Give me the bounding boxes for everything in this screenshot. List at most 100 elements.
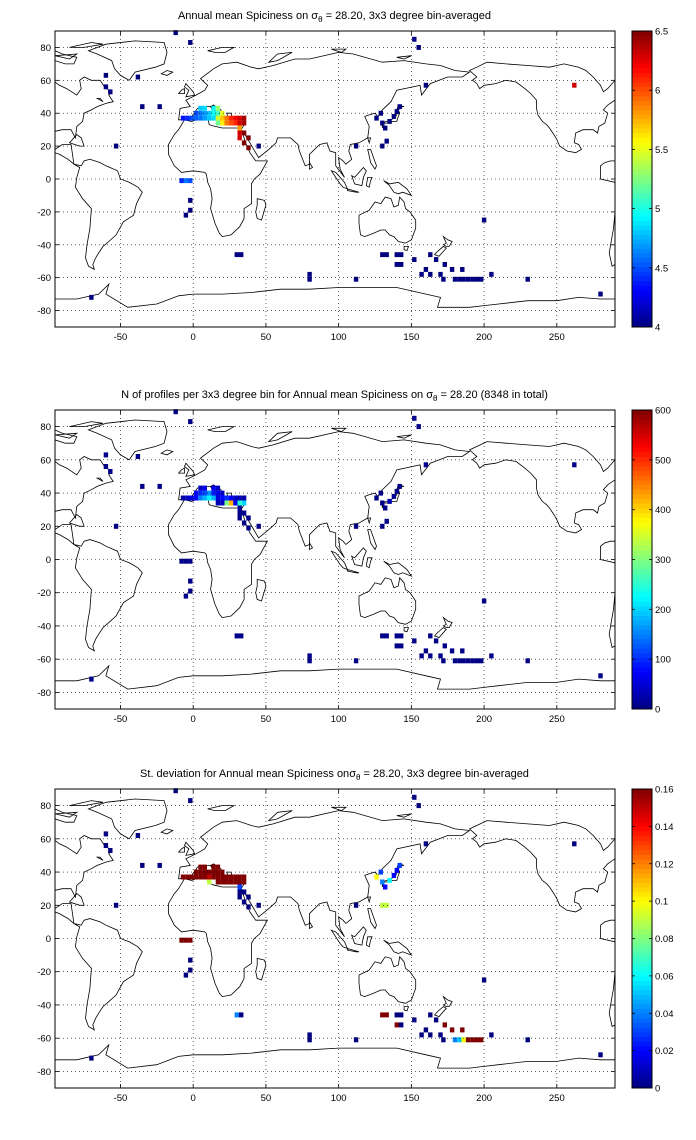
colorbar-tick-label: 300 [655,555,671,566]
colorbar-step [632,606,652,612]
coastline-24 [68,514,85,527]
colorbar-tick-label: 500 [655,455,671,466]
colorbar-step [632,877,652,883]
x-tick-label: 100 [331,332,347,343]
colorbar-step [632,1041,652,1047]
data-cell [479,276,484,282]
colorbar-step [632,980,652,986]
data-cell [179,558,184,564]
coastline-31 [331,806,348,812]
panel-profile-count-title-prefix: N of profiles per 3x3 degree bin for Ann… [121,389,426,401]
coastline-23 [95,856,104,861]
colorbar-step [632,882,652,888]
data-cell [224,495,229,501]
data-cell [246,145,251,151]
colorbar-step [632,494,652,500]
data-cell [307,653,312,659]
colorbar-step [632,169,652,175]
colorbar-step [632,257,652,263]
data-cell [188,197,193,203]
data-cell [391,114,397,119]
data-cell [228,120,234,126]
data-cell [183,593,189,599]
data-cell [525,276,530,282]
y-tick-label: -40 [37,621,51,632]
coastline-5 [442,616,453,628]
data-cell [438,653,443,659]
data-cell [438,1032,443,1038]
data-cell [412,1017,417,1023]
data-cell [215,500,221,506]
data-cell [211,874,216,880]
data-cell [237,130,242,136]
data-cell [489,271,494,277]
colorbar-step [632,704,652,710]
colorbar-step [632,128,652,134]
coastline-11 [383,939,413,956]
data-cell [233,115,238,121]
data-cell [198,105,203,111]
x-tick-label: -50 [114,332,128,343]
colorbar-step [632,559,652,565]
data-cell [384,138,389,144]
data-cell [394,1012,399,1018]
colorbar-step [632,910,652,916]
colorbar-step [632,317,652,323]
data-cell [428,1032,433,1038]
colorbar-step [632,508,652,514]
data-cell [193,869,199,875]
data-cell [391,872,397,878]
data-cell [416,803,421,809]
data-cell [412,638,417,644]
data-cell [239,633,244,639]
x-tick-label: 50 [261,1093,272,1104]
data-cell [399,1012,404,1018]
colorbar-step [632,793,652,799]
panel-std-deviation-title-symbol: σ [349,768,356,780]
colorbar-step [632,86,652,92]
colorbar-tick-label: 100 [655,655,671,666]
coastline-1 [168,876,269,998]
panel-profile-count-colorbar: 0 100 200 300 400 500 600 [631,406,671,716]
data-cell [185,495,190,501]
data-cell [479,658,484,664]
data-cell [246,135,251,141]
data-cell [237,894,242,900]
data-cell [228,879,234,885]
colorbar-tick-label: 0.16 [655,785,674,796]
data-cell [157,862,162,868]
data-cell [256,143,261,149]
colorbar-step [632,438,652,444]
data-cell [193,490,199,496]
data-cell [481,977,487,983]
data-cell [353,276,359,282]
data-cell [183,558,189,564]
y-tick-label: 0 [46,555,51,566]
data-cell [103,464,109,469]
data-cell [460,648,465,654]
data-cell [307,658,312,664]
colorbar-step [632,447,652,453]
data-cell [241,120,247,126]
data-cell [173,788,178,794]
colorbar-step [632,262,652,268]
colorbar-step [632,303,652,309]
data-cell [256,523,261,529]
data-cell [489,1032,494,1038]
data-cell [433,638,439,644]
data-cell [202,864,207,870]
y-tick-label: 60 [40,76,51,87]
data-cell [423,267,429,272]
data-cell [246,515,251,521]
panel-std-deviation-colorbar: 0 0.02 0.04 0.06 0.08 0.1 0.12 0.14 0.16 [631,785,674,1095]
data-cell [241,500,247,506]
data-cell [374,874,379,880]
data-cell [353,143,359,149]
data-cell [173,409,178,415]
colorbar-step [632,554,652,560]
data-cell [598,1052,603,1058]
data-cell [380,120,385,126]
colorbar-step [632,896,652,902]
data-cell [378,490,383,496]
data-cell [419,271,424,277]
